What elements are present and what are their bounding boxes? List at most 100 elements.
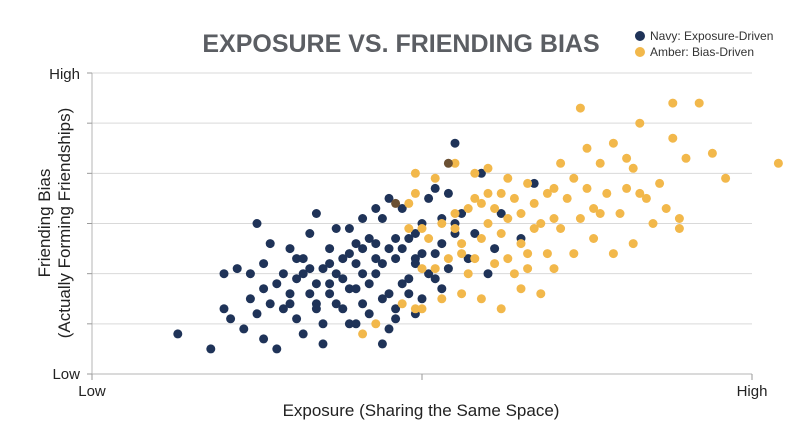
- scatter-point-series-1: [569, 173, 579, 183]
- scatter-point-series-0: [358, 214, 368, 223]
- scatter-point-series-0: [351, 259, 361, 269]
- x-axis-low-label: Low: [78, 383, 106, 400]
- scatter-point-series-0: [344, 249, 354, 259]
- scatter-point-series-1: [549, 264, 559, 274]
- scatter-point-series-0: [391, 254, 401, 264]
- scatter-point-series-0: [245, 294, 255, 304]
- scatter-point-series-1: [450, 224, 460, 233]
- scatter-point-series-1: [549, 214, 559, 223]
- scatter-point-series-1: [655, 178, 665, 188]
- scatter-point-series-1: [668, 133, 678, 143]
- scatter-point-series-0: [424, 193, 434, 203]
- scatter-point-series-1: [470, 168, 480, 178]
- scatter-point-series-0: [338, 274, 348, 284]
- scatter-point-series-1: [681, 153, 691, 163]
- scatter-point-series-0: [351, 239, 361, 249]
- x-axis-high-label: High: [737, 383, 768, 400]
- scatter-point-series-0: [285, 299, 295, 309]
- scatter-point-series-1: [443, 254, 453, 264]
- scatter-point-series-0: [443, 188, 453, 198]
- scatter-point-series-0: [410, 229, 420, 238]
- scatter-point-series-1: [503, 254, 513, 264]
- scatter-point-series-1: [635, 118, 645, 128]
- scatter-point-series-0: [325, 289, 335, 299]
- legend-swatch-amber: [635, 47, 645, 57]
- scatter-point-series-0: [245, 269, 255, 279]
- scatter-point-series-1: [450, 209, 460, 218]
- scatter-point-series-1: [470, 193, 480, 203]
- scatter-point-series-1: [496, 188, 506, 198]
- scatter-point-series-1: [773, 158, 783, 168]
- x-axis-title: Exposure (Sharing the Same Space): [283, 401, 560, 420]
- scatter-point-series-0: [371, 239, 381, 249]
- scatter-point-series-1: [556, 158, 566, 168]
- scatter-point-series-1: [674, 224, 684, 233]
- scatter-point-series-0: [404, 274, 414, 284]
- scatter-point-series-0: [437, 239, 447, 249]
- scatter-point-series-0: [292, 274, 302, 284]
- scatter-point-series-1: [410, 168, 420, 178]
- scatter-point-series-1: [430, 264, 440, 274]
- scatter-point-series-0: [311, 304, 321, 314]
- scatter-point-series-0: [265, 239, 275, 249]
- scatter-point-series-1: [648, 219, 658, 228]
- scatter-point-series-0: [470, 229, 480, 238]
- scatter-point-series-1: [602, 188, 612, 198]
- scatter-point-series-1: [457, 249, 467, 259]
- scatter-point-series-0: [430, 183, 440, 193]
- legend: Navy: Exposure-Driven Amber: Bias-Driven: [635, 29, 773, 59]
- scatter-point-series-1: [628, 239, 638, 249]
- scatter-point-series-0: [305, 289, 315, 299]
- scatter-point-series-0: [259, 259, 269, 269]
- scatter-point-series-0: [219, 304, 229, 314]
- scatter-point-series-0: [219, 269, 229, 279]
- scatter-point-series-0: [278, 304, 288, 314]
- scatter-point-series-1: [496, 304, 506, 314]
- scatter-point-series-1: [410, 304, 420, 314]
- scatter-point-series-1: [509, 269, 519, 279]
- scatter-point-series-1: [404, 224, 414, 233]
- scatter-point-series-1: [529, 224, 539, 233]
- scatter-point-series-0: [331, 299, 341, 309]
- scatter-point-series-0: [331, 269, 341, 279]
- scatter-point-series-1: [483, 219, 493, 228]
- scatter-point-series-0: [496, 209, 506, 218]
- scatter-point-series-1: [575, 214, 585, 223]
- y-axis-low-label: Low: [52, 366, 80, 383]
- scatter-point-series-0: [278, 269, 288, 279]
- y-axis-title-line1: Friending Bias: [35, 169, 54, 278]
- scatter-point-series-0: [371, 269, 381, 279]
- scatter-point-series-1: [371, 319, 381, 329]
- scatter-point-series-1: [476, 198, 486, 208]
- scatter-point-series-1: [470, 254, 480, 264]
- scatter-point-series-0: [424, 269, 434, 279]
- scatter-point-series-0: [285, 289, 295, 299]
- scatter-point-series-0: [318, 264, 328, 274]
- scatter-point-series-0: [318, 339, 328, 349]
- scatter-point-series-0: [292, 254, 302, 264]
- scatter-point-series-1: [463, 269, 473, 279]
- scatter-point-series-1: [417, 264, 427, 274]
- scatter-point-series-0: [232, 264, 242, 274]
- scatter-point-series-0: [364, 279, 374, 289]
- scatter-point-series-0: [318, 319, 328, 329]
- legend-label-amber: Amber: Bias-Driven: [650, 45, 754, 59]
- scatter-point-series-0: [298, 269, 308, 279]
- scatter-point-series-0: [285, 244, 295, 254]
- scatter-point-series-1: [523, 178, 533, 188]
- scatter-point-series-1: [628, 163, 638, 173]
- scatter-point-series-0: [311, 209, 321, 218]
- scatter-point-series-2: [391, 198, 401, 208]
- scatter-point-series-1: [483, 188, 493, 198]
- scatter-point-series-1: [529, 198, 539, 208]
- scatter-point-series-0: [391, 314, 401, 324]
- scatter-point-series-1: [516, 209, 526, 218]
- scatter-point-series-0: [371, 204, 381, 213]
- scatter-point-series-0: [443, 264, 453, 274]
- scatter-point-series-1: [450, 158, 460, 168]
- scatter-point-series-0: [384, 289, 394, 299]
- scatter-point-series-1: [516, 239, 526, 249]
- scatter-point-series-1: [641, 193, 651, 203]
- scatter-point-series-0: [305, 229, 315, 238]
